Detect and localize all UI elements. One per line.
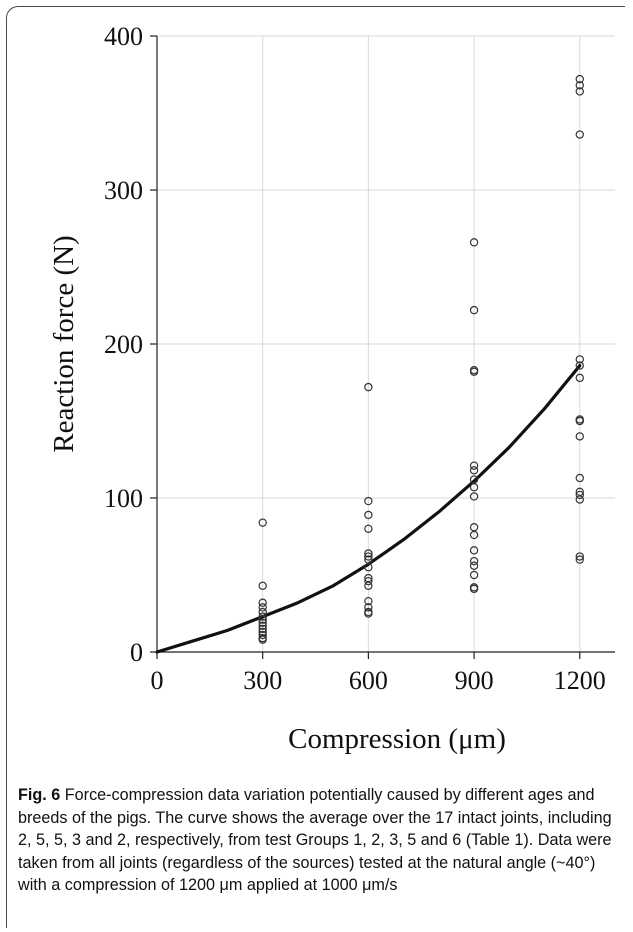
data-point <box>575 87 584 96</box>
data-point <box>469 305 479 315</box>
data-point <box>364 552 373 561</box>
data-point <box>364 510 373 520</box>
x-tick-label: 600 <box>349 666 388 695</box>
data-point <box>364 603 373 612</box>
y-tick-label: 400 <box>104 22 143 51</box>
data-point <box>469 466 479 475</box>
caption-label: Fig. 6 <box>18 786 61 804</box>
y-tick-label: 300 <box>104 176 143 205</box>
y-axis-label: Reaction force (N) <box>48 235 80 452</box>
data-point <box>469 483 479 492</box>
x-tick-label: 0 <box>151 666 164 695</box>
data-point <box>364 576 373 586</box>
data-point <box>575 373 584 383</box>
data-point <box>364 563 373 572</box>
data-point <box>469 561 479 570</box>
data-point <box>258 621 267 631</box>
data-point <box>575 555 584 564</box>
data-point <box>469 367 479 376</box>
data-point <box>258 598 267 607</box>
data-point <box>469 530 479 540</box>
data-point <box>258 618 267 627</box>
x-axis-label: Compression (μm) <box>288 723 506 755</box>
y-tick-label: 0 <box>130 638 143 667</box>
data-point <box>469 238 479 247</box>
y-tick-label: 200 <box>104 330 143 359</box>
caption-text: Force-compression data variation potenti… <box>18 786 612 895</box>
data-point <box>469 584 479 594</box>
data-point <box>258 630 267 640</box>
figure-frame <box>6 6 625 928</box>
data-point <box>575 81 584 90</box>
data-point <box>258 612 267 621</box>
grid-lines <box>157 35 615 652</box>
data-point <box>364 609 373 618</box>
figure-caption: Fig. 6 Force-compression data variation … <box>18 784 622 897</box>
data-point <box>258 603 267 612</box>
data-point <box>575 473 584 483</box>
data-point <box>469 556 479 566</box>
data-point <box>258 518 267 527</box>
data-point <box>469 546 479 555</box>
data-point <box>575 355 584 364</box>
data-point <box>469 570 479 580</box>
tick-labels: 0 100 200 300 400 0 300 600 900 1200 <box>104 22 606 695</box>
data-point <box>364 382 373 392</box>
data-point <box>575 490 584 500</box>
data-point <box>364 496 373 506</box>
data-point <box>469 461 479 470</box>
data-point <box>469 492 479 501</box>
data-point <box>575 361 584 370</box>
y-tick-label: 100 <box>104 484 143 513</box>
x-tick-label: 900 <box>455 666 494 695</box>
data-point <box>364 581 373 590</box>
data-point <box>258 615 267 624</box>
scatter-chart: 0 100 200 300 400 0 300 600 900 1200 Compression … <box>48 22 615 755</box>
data-point <box>258 624 267 634</box>
axes <box>150 35 615 659</box>
data-point <box>575 130 584 139</box>
data-point <box>364 596 373 606</box>
data-points <box>258 74 584 644</box>
data-point <box>575 416 584 426</box>
data-point <box>258 581 267 590</box>
data-point <box>575 432 584 441</box>
data-point <box>575 495 584 504</box>
data-point <box>575 552 584 561</box>
x-tick-label: 300 <box>243 666 282 695</box>
data-point <box>575 74 584 84</box>
data-point <box>258 635 267 644</box>
data-point <box>364 549 373 558</box>
x-tick-label: 1200 <box>554 666 606 695</box>
data-point <box>364 524 373 534</box>
